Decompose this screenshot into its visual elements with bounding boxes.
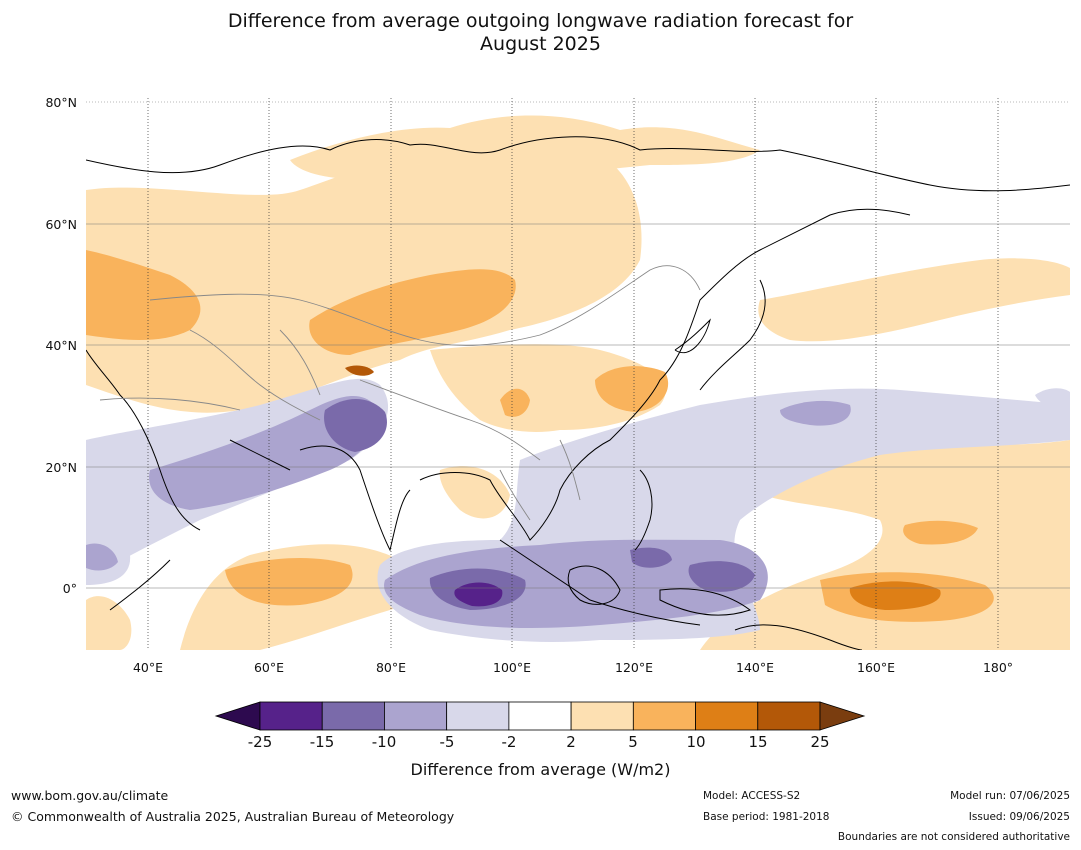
anomaly-region	[324, 398, 387, 452]
coastlines	[86, 136, 1070, 650]
map-title-line-2: August 2025	[480, 33, 601, 55]
colorbar-extend-low	[214, 701, 261, 731]
lon-label-180: 180°	[982, 660, 1014, 675]
anomaly-region	[630, 547, 672, 568]
colorbar-tick-label: -2	[501, 733, 517, 751]
anomaly-region	[903, 520, 978, 545]
anomaly-region	[345, 365, 374, 376]
lat-label-60n: 60°N	[45, 217, 77, 232]
map-title-line-1: Difference from average outgoing longwav…	[227, 10, 854, 32]
map-title: Difference from average outgoing longwav…	[0, 10, 1081, 56]
lat-label-40n: 40°N	[45, 338, 77, 353]
lon-label-100e: 100°E	[492, 660, 532, 675]
footer-copyright: © Commonwealth of Australia 2025, Austra…	[11, 809, 455, 824]
colorbar-tick-label: 15	[748, 733, 768, 751]
lon-label-40e: 40°E	[132, 660, 164, 675]
anomaly-region	[309, 269, 516, 355]
anomaly-region	[430, 344, 666, 432]
colorbar-tick-label: -5	[439, 733, 455, 751]
colorbar-segment	[384, 701, 448, 731]
parallel-gridlines	[86, 101, 1070, 589]
anomaly-region	[149, 395, 378, 510]
colorbar	[214, 701, 866, 731]
colorbar-segment	[321, 701, 385, 731]
footer-model-run: Model run: 07/06/2025	[950, 790, 1070, 802]
footer-base-period: Base period: 1981-2018	[703, 811, 830, 823]
anomaly-region	[780, 400, 851, 426]
anomaly-field	[86, 98, 1070, 650]
colorbar-extend-high	[819, 701, 866, 731]
anomaly-region	[86, 250, 201, 340]
colorbar-title: Difference from average (W/m2)	[410, 760, 671, 779]
colorbar-tick-label: -15	[309, 733, 335, 751]
colorbar-segment	[695, 701, 759, 731]
anomaly-region	[1035, 388, 1070, 411]
meridian-gridlines	[147, 98, 999, 650]
footer-model: Model: ACCESS-S2	[703, 790, 801, 802]
colorbar-segment	[757, 701, 821, 731]
colorbar-segment	[259, 701, 323, 731]
anomaly-region	[595, 366, 669, 412]
colorbar-tick-label: 2	[566, 733, 576, 751]
colorbar-tick-label: -10	[371, 733, 397, 751]
colorbar-tick-label: 25	[810, 733, 830, 751]
anomaly-region	[86, 596, 132, 650]
anomaly-region	[439, 466, 510, 519]
lat-label-20n: 20°N	[45, 460, 77, 475]
anomaly-region	[454, 582, 503, 607]
anomaly-region	[849, 581, 941, 610]
colorbar-segment	[632, 701, 696, 731]
lon-label-60e: 60°E	[253, 660, 285, 675]
colorbar-tick-label: 10	[686, 733, 706, 751]
lat-label-80n: 80°N	[45, 95, 77, 110]
footer-issued: Issued: 09/06/2025	[968, 811, 1070, 823]
footer-boundaries-note: Boundaries are not considered authoritat…	[837, 831, 1070, 843]
colorbar-tick-label: -25	[247, 733, 273, 751]
colorbar-tick-label: 5	[628, 733, 638, 751]
anomaly-region	[500, 388, 530, 417]
anomaly-region	[688, 561, 755, 592]
anomaly-region	[290, 115, 760, 180]
colorbar-segments	[259, 701, 821, 731]
anomaly-region	[225, 558, 353, 606]
anomaly-region	[758, 258, 1070, 342]
lon-label-160e: 160°E	[856, 660, 896, 675]
colorbar-segment	[570, 701, 634, 731]
anomaly-region	[86, 543, 118, 571]
colorbar-segment	[446, 701, 510, 731]
lon-label-80e: 80°E	[375, 660, 407, 675]
colorbar-segment	[508, 701, 572, 731]
lon-label-140e: 140°E	[735, 660, 775, 675]
footer-url: www.bom.gov.au/climate	[11, 788, 169, 803]
country-borders	[99, 265, 701, 521]
anomaly-region	[86, 148, 642, 413]
lat-label-equator: 0°	[62, 581, 77, 596]
lon-label-120e: 120°E	[614, 660, 654, 675]
